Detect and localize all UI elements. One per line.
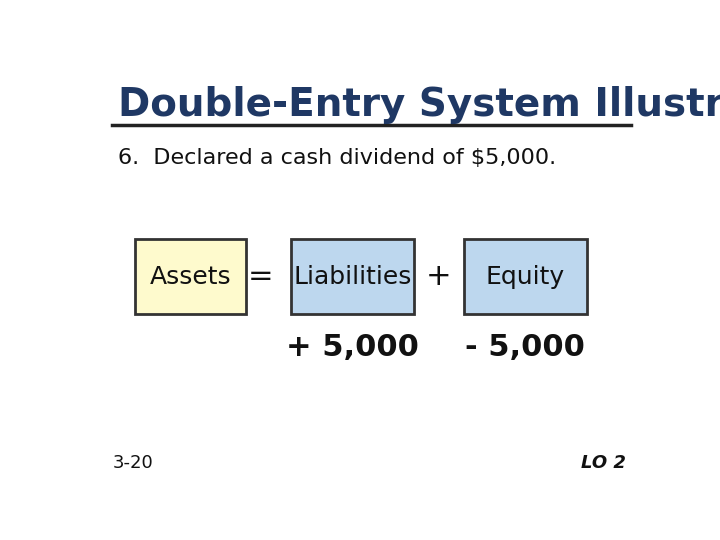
- Text: Assets: Assets: [150, 265, 231, 289]
- FancyBboxPatch shape: [135, 239, 246, 314]
- FancyBboxPatch shape: [291, 239, 413, 314]
- Text: LO 2: LO 2: [581, 454, 626, 472]
- Text: +: +: [426, 262, 451, 292]
- Text: 3-20: 3-20: [112, 454, 153, 472]
- Text: - 5,000: - 5,000: [465, 333, 585, 362]
- Text: Double-Entry System Illustration: Double-Entry System Illustration: [118, 85, 720, 124]
- Text: Equity: Equity: [486, 265, 564, 289]
- FancyBboxPatch shape: [464, 239, 587, 314]
- Text: Liabilities: Liabilities: [293, 265, 411, 289]
- Text: =: =: [248, 262, 273, 292]
- Text: 6.  Declared a cash dividend of $5,000.: 6. Declared a cash dividend of $5,000.: [118, 148, 556, 168]
- Text: + 5,000: + 5,000: [286, 333, 419, 362]
